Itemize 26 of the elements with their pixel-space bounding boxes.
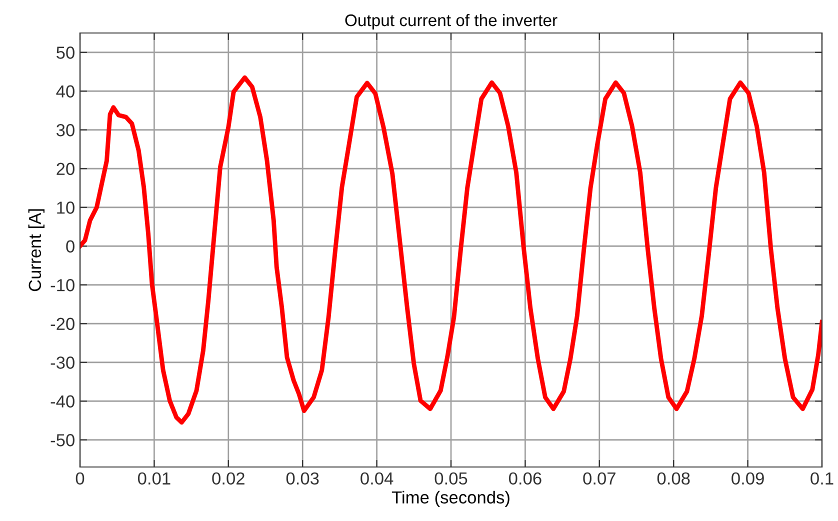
x-tick-label: 0.08 bbox=[657, 472, 690, 485]
x-tick-label: 0.06 bbox=[508, 472, 542, 485]
x-tick-label: 0.03 bbox=[286, 472, 319, 485]
x-tick-label: 0 bbox=[76, 472, 84, 485]
x-tick-label: 0.01 bbox=[138, 472, 170, 485]
y-tick-label: -50 bbox=[50, 434, 74, 446]
y-tick-label: 50 bbox=[56, 46, 74, 59]
y-tick-label: -30 bbox=[50, 356, 74, 369]
y-tick-label: 10 bbox=[57, 202, 74, 214]
chart-title: Output current of the inverter bbox=[345, 14, 558, 30]
y-tick-label: 40 bbox=[56, 85, 74, 98]
x-tick-label: 0.07 bbox=[583, 472, 616, 485]
y-tick-label: -20 bbox=[50, 318, 74, 330]
y-tick-label: 0 bbox=[66, 240, 74, 253]
x-tick-label: 0.02 bbox=[212, 472, 244, 485]
y-tick-label: 20 bbox=[56, 162, 74, 176]
line-series bbox=[80, 75, 822, 425]
y-tick-label: 30 bbox=[56, 124, 74, 136]
y-tick-label: -10 bbox=[50, 279, 74, 292]
x-tick-label: 0.1 bbox=[810, 472, 834, 485]
x-tick-label: 0.09 bbox=[732, 472, 764, 485]
x-axis-title: Time (seconds) bbox=[392, 490, 510, 507]
y-tick-label: -40 bbox=[50, 395, 74, 408]
y-axis-title: Current [A] bbox=[28, 209, 44, 292]
x-tick-label: 0.05 bbox=[434, 472, 468, 485]
x-tick-label: 0.04 bbox=[360, 472, 394, 485]
